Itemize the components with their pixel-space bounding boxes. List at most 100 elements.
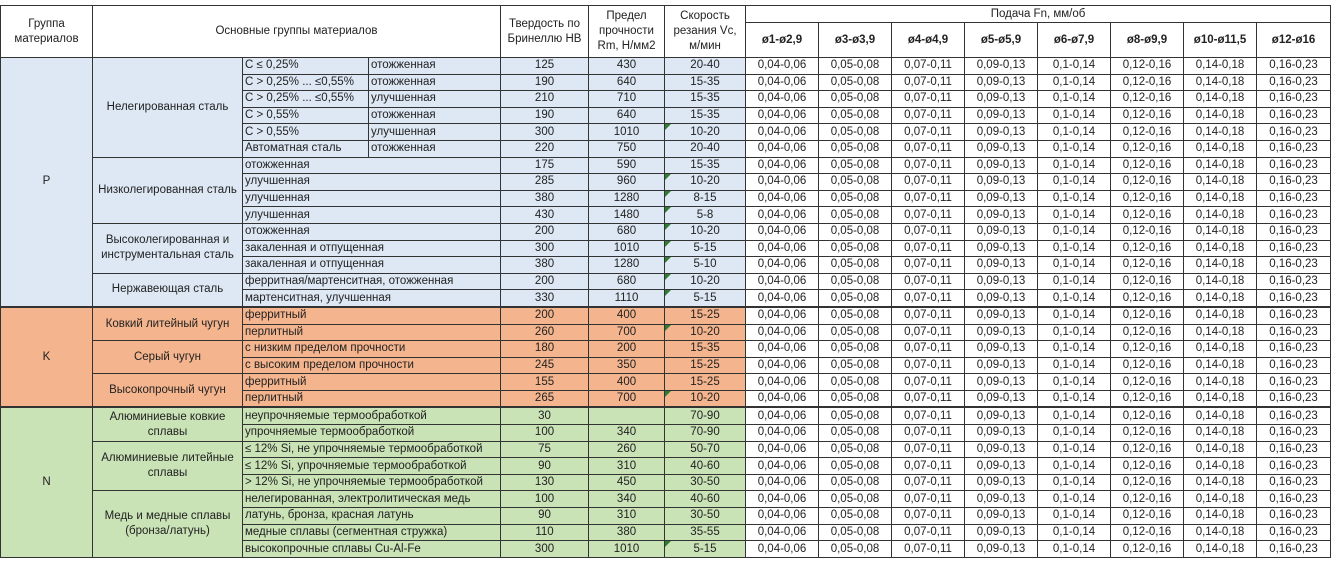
feed-value: 0,04-0,06: [745, 523, 820, 542]
feed-value: 0,12-0,16: [1110, 457, 1185, 475]
material-subgroup-name: Медь и медные сплавы (бронза/латунь): [92, 490, 243, 558]
feed-value: 0,14-0,18: [1183, 305, 1258, 325]
feed-value: 0,05-0,08: [818, 473, 893, 492]
hardness-value: 90: [500, 507, 590, 525]
feed-value: 0,12-0,16: [1110, 373, 1185, 391]
strength-value: 400: [588, 373, 666, 391]
feed-value: 0,04-0,06: [745, 123, 820, 141]
feed-value: 0,09-0,13: [964, 406, 1039, 426]
feed-value: 0,12-0,16: [1110, 289, 1185, 308]
feed-value: 0,09-0,13: [964, 173, 1039, 191]
header-feed-diameter: ø6-ø7,9: [1037, 22, 1112, 58]
feed-value: 0,12-0,16: [1110, 173, 1185, 191]
feed-value: 0,07-0,11: [891, 424, 966, 442]
feed-value: 0,04-0,06: [745, 139, 820, 158]
feed-value: 0,1-0,14: [1037, 73, 1112, 92]
material-subgroup-name: Нелегированная сталь: [92, 57, 243, 158]
feed-value: 0,07-0,11: [891, 323, 966, 342]
feed-value: 0,14-0,18: [1183, 356, 1258, 375]
feed-value: 0,09-0,13: [964, 272, 1039, 291]
feed-value: 0,12-0,16: [1110, 222, 1185, 241]
feed-value: 0,16-0,23: [1256, 424, 1332, 442]
feed-value: 0,14-0,18: [1183, 139, 1258, 158]
material-group-code: P: [0, 56, 93, 308]
feed-value: 0,12-0,16: [1110, 90, 1185, 108]
header-main-groups: Основные группы материалов: [91, 5, 502, 58]
feed-value: 0,09-0,13: [964, 156, 1039, 175]
feed-value: 0,04-0,06: [745, 222, 820, 241]
feed-value: 0,07-0,11: [891, 272, 966, 291]
feed-value: 0,16-0,23: [1256, 73, 1332, 92]
strength-value: 1010: [588, 123, 666, 141]
feed-value: 0,09-0,13: [964, 106, 1039, 125]
feed-value: 0,04-0,06: [745, 106, 820, 125]
material-treatment: отожженная: [367, 73, 502, 92]
material-condition: медные сплавы (сегментная стружка): [241, 523, 502, 542]
strength-value: 590: [588, 156, 666, 175]
cutting-speed-value: 8-15: [664, 189, 747, 208]
cutting-speed-value: 15-25: [664, 305, 747, 325]
feed-value: 0,04-0,06: [745, 356, 820, 375]
feed-value: 0,14-0,18: [1183, 473, 1258, 492]
feed-value: 0,14-0,18: [1183, 424, 1258, 442]
feed-value: 0,05-0,08: [818, 356, 893, 375]
feed-value: 0,05-0,08: [818, 540, 893, 558]
table-row: перлитный 265 700 10-20 0,04-0,06 0,05-0,08 0,…: [1, 389, 1332, 408]
material-group-code: N: [0, 406, 93, 558]
feed-value: 0,1-0,14: [1037, 239, 1112, 258]
feed-value: 0,14-0,18: [1183, 206, 1258, 224]
material-condition: ≤ 12% Si, не упрочняемые термообработкой: [241, 440, 502, 459]
feed-value: 0,04-0,06: [745, 457, 820, 475]
feed-value: 0,12-0,16: [1110, 424, 1185, 442]
material-subgroup-name: Низколегированная сталь: [92, 156, 243, 224]
feed-value: 0,04-0,06: [745, 540, 820, 558]
hardness-value: 260: [500, 323, 590, 342]
table-row: Алюминиевые литейные сплавы ≤ 12% Si, не …: [1, 440, 1332, 492]
material-condition: нелегированная, электролитическая медь: [241, 490, 502, 509]
table-row: улучшенная 380 1280 8-15 0,04-0,06 0,05-0,08 0…: [1, 189, 1332, 208]
feed-value: 0,16-0,23: [1256, 256, 1332, 274]
strength-value: 310: [588, 457, 666, 475]
feed-value: 0,05-0,08: [818, 222, 893, 241]
feed-value: 0,14-0,18: [1183, 523, 1258, 542]
feed-value: 0,04-0,06: [745, 373, 820, 391]
material-condition: перлитный: [241, 323, 502, 342]
header-feed-diameter: ø1-ø2,9: [745, 22, 820, 58]
cutting-speed-value: 10-20: [664, 389, 747, 408]
table-row: закаленная и отпущенная 380 1280 5-10 0,04-0…: [1, 256, 1332, 274]
cutting-speed-value: 70-90: [664, 406, 747, 426]
hardness-value: 155: [500, 373, 590, 391]
strength-value: 340: [588, 424, 666, 442]
feed-value: 0,05-0,08: [818, 57, 893, 75]
material-treatment: улучшенная: [367, 90, 502, 108]
header-strength: Предел прочности Rm, Н/мм2: [588, 5, 666, 58]
material-condition: латунь, бронза, красная латунь: [241, 507, 502, 525]
hardness-value: 430: [500, 206, 590, 224]
cutting-speed-value: 30-50: [664, 507, 747, 525]
material-condition: мартенситная, улучшенная: [241, 289, 502, 308]
feed-value: 0,07-0,11: [891, 206, 966, 224]
feed-value: 0,04-0,06: [745, 473, 820, 492]
feed-value: 0,09-0,13: [964, 90, 1039, 108]
feed-value: 0,09-0,13: [964, 540, 1039, 558]
feed-value: 0,1-0,14: [1037, 440, 1112, 459]
feed-value: 0,04-0,06: [745, 57, 820, 75]
feed-value: 0,05-0,08: [818, 173, 893, 191]
feed-value: 0,07-0,11: [891, 473, 966, 492]
feed-value: 0,14-0,18: [1183, 373, 1258, 391]
material-treatment: отожженная: [367, 106, 502, 125]
feed-value: 0,09-0,13: [964, 222, 1039, 241]
feed-value: 0,16-0,23: [1256, 123, 1332, 141]
feed-value: 0,12-0,16: [1110, 156, 1185, 175]
hardness-value: 190: [500, 73, 590, 92]
cutting-speed-value: 15-35: [664, 106, 747, 125]
feed-value: 0,1-0,14: [1037, 206, 1112, 224]
hardness-value: 30: [500, 406, 590, 426]
material-subgroup-name: Нержавеющая сталь: [92, 272, 243, 308]
feed-value: 0,16-0,23: [1256, 507, 1332, 525]
table-row: P Нелегированная сталь C ≤ 0,25% отожженная…: [0, 56, 1332, 308]
table-row: C > 0,25% ... ≤0,55% отожженная 190 640 15-3…: [1, 73, 1332, 92]
cutting-speed-value: 20-40: [664, 57, 747, 75]
feed-value: 0,04-0,06: [745, 507, 820, 525]
strength-value: 1010: [588, 239, 666, 258]
